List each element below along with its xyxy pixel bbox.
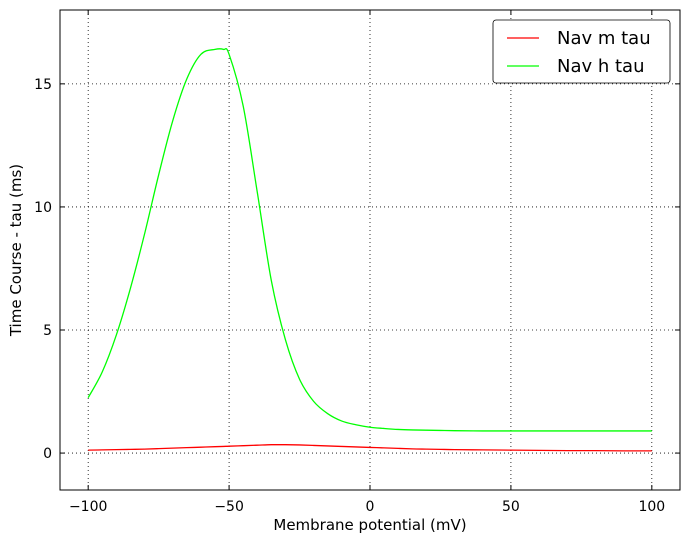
series-lines	[87, 47, 652, 452]
legend-label: Nav h tau	[557, 56, 645, 77]
series-line-1	[87, 47, 652, 432]
x-tick-label: 0	[366, 499, 375, 515]
x-axis-label: Membrane potential (mV)	[273, 516, 466, 534]
y-tick-label: 15	[34, 77, 52, 93]
y-tick-label: 10	[34, 200, 52, 216]
y-axis-label: Time Course - tau (ms)	[7, 164, 25, 337]
legend-box	[492, 19, 671, 84]
x-tick-label: 100	[638, 499, 665, 515]
grid-lines	[60, 10, 680, 490]
legend-label: Nav m tau	[557, 28, 651, 49]
y-tick-label: 0	[43, 446, 52, 462]
series-line-0	[88, 444, 652, 452]
axis-ticks: −100 −50 0 50 100 0 5 10 15	[34, 10, 680, 515]
x-tick-label: −100	[69, 499, 107, 515]
x-tick-label: −50	[214, 499, 244, 515]
legend: Nav m tau Nav h tau	[492, 19, 671, 84]
x-tick-label: 50	[502, 499, 520, 515]
y-tick-label: 5	[43, 323, 52, 339]
